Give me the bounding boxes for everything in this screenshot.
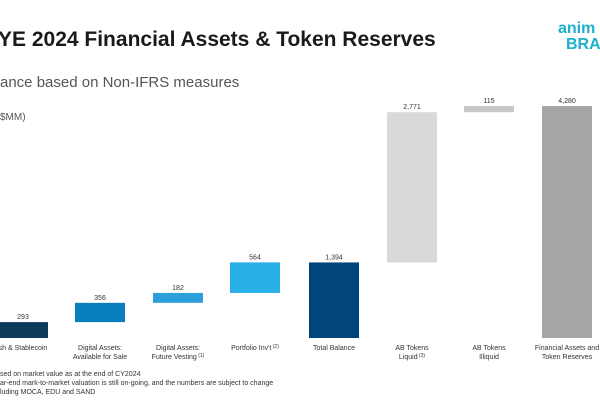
bar-1 [0, 322, 48, 338]
chart-subtitle: ance based on Non-IFRS measures [0, 74, 240, 91]
category-label-5-line-1: Total Balance [313, 345, 355, 352]
footnote-1: sed on market value as at the end of CY2… [0, 371, 141, 378]
data-label-2: 356 [94, 295, 106, 302]
category-note-6: (3) [418, 353, 426, 359]
unit-label: $MM) [0, 112, 26, 123]
footnote-2: ar-end mark-to-market valuation is still… [0, 380, 274, 387]
logo-line-2: BRAN [566, 36, 600, 53]
category-label-2-line-2: Available for Sale [73, 354, 127, 361]
bar-6 [387, 112, 437, 263]
category-label-7-line-1: AB Tokens [472, 345, 506, 352]
category-label-6-line-1: AB Tokens [395, 345, 429, 352]
category-label-3-line-1: Digital Assets: [156, 345, 200, 352]
data-label-8: 4,280 [558, 98, 576, 105]
category-label-7-line-2: Illiquid [479, 354, 499, 361]
footnote-3: luding MOCA, EDU and SAND [0, 389, 96, 396]
brand-logo: anim BRAN [558, 20, 600, 60]
logo-line-1: anim [558, 20, 596, 37]
data-label-4: 564 [249, 254, 261, 261]
data-label-1: 293 [17, 314, 29, 321]
bar-4 [230, 262, 280, 293]
category-label-8-line-2: Token Reserves [542, 354, 593, 361]
category-label-8-line-1: Financial Assets and [535, 345, 599, 352]
bar-5 [309, 262, 359, 338]
category-label-3-line-2: Future Vesting (1) [152, 353, 205, 361]
category-note-4: (2) [271, 344, 279, 350]
bar-8 [542, 106, 592, 338]
category-label-2-line-1: Digital Assets: [78, 345, 122, 352]
data-label-7: 115 [483, 98, 494, 105]
category-label-4-line-1: Portfolio Inv't (2) [231, 344, 279, 352]
data-label-6: 2,771 [403, 104, 421, 111]
category-label-6-line-2: Liquid (3) [399, 353, 426, 361]
category-note-3: (1) [197, 353, 205, 359]
chart-title: YE 2024 Financial Assets & Token Reserve… [0, 28, 436, 51]
bar-2 [75, 302, 125, 323]
bar-7 [464, 106, 514, 113]
data-label-3: 182 [172, 285, 184, 292]
data-label-5: 1,394 [325, 254, 343, 261]
footnotes: sed on market value as at the end of CY2… [0, 370, 273, 397]
bar-3 [153, 292, 203, 303]
category-label-1-line-1: sh & Stablecoin [0, 345, 47, 352]
